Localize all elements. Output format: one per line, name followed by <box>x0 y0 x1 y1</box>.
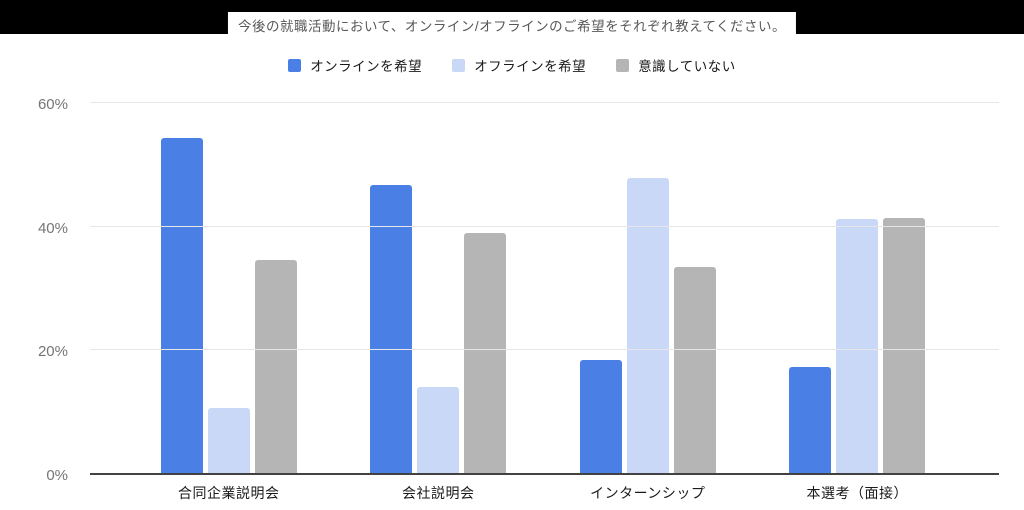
bar-group-2 <box>334 104 544 473</box>
legend-item-1: オフラインを希望 <box>452 55 586 75</box>
chart-title: 今後の就職活動において、オンライン/オフラインのご希望をそれぞれ教えてください。 <box>227 12 797 39</box>
bar-group-1 <box>124 104 334 473</box>
legend-item-0: オンラインを希望 <box>288 55 422 75</box>
legend-swatch-icon <box>452 58 466 72</box>
bar-series1-cat4 <box>789 366 832 473</box>
y-axis-tick-label: 40% <box>37 219 68 237</box>
legend-label: オンラインを希望 <box>310 59 423 74</box>
legend-label: 意識していない <box>638 59 736 74</box>
y-axis-tick-label: 20% <box>37 343 68 361</box>
bar-series2-cat1 <box>207 408 250 473</box>
x-axis-label-1: 合同企業説明会 <box>178 485 280 501</box>
legend-swatch-icon <box>288 58 302 72</box>
bar-series1-cat1 <box>160 137 203 473</box>
gridline-60 <box>90 102 999 103</box>
bar-group-3 <box>543 104 753 473</box>
x-axis-label-4: 本選考（面接） <box>806 485 908 501</box>
legend-swatch-icon <box>616 58 630 72</box>
bar-series2-cat2 <box>417 386 460 473</box>
plot-area <box>90 102 999 475</box>
bar-series3-cat2 <box>464 232 507 473</box>
x-axis-labels: 合同企業説明会 会社説明会 インターンシップ 本選考（面接） <box>124 483 962 503</box>
legend-label: オフラインを希望 <box>474 59 587 74</box>
legend-item-2: 意識していない <box>616 55 736 75</box>
bar-series3-cat1 <box>254 260 297 473</box>
bar-series1-cat2 <box>370 185 413 473</box>
legend: オンラインを希望 オフラインを希望 意識していない <box>0 55 1024 75</box>
bar-series2-cat3 <box>626 178 669 473</box>
bar-series3-cat3 <box>673 266 716 473</box>
gridline-40 <box>90 225 999 227</box>
bar-bands <box>124 104 962 473</box>
x-axis-label-3: インターンシップ <box>590 485 706 501</box>
bar-group-4 <box>753 104 963 473</box>
gridline-20 <box>90 349 999 351</box>
y-axis-tick-label: 60% <box>37 96 68 113</box>
x-axis-label-2: 会社説明会 <box>402 485 475 501</box>
bar-series2-cat4 <box>836 219 879 473</box>
bar-series1-cat3 <box>579 360 622 473</box>
bar-series3-cat4 <box>883 218 926 473</box>
y-axis-tick-label: 0% <box>46 467 68 484</box>
